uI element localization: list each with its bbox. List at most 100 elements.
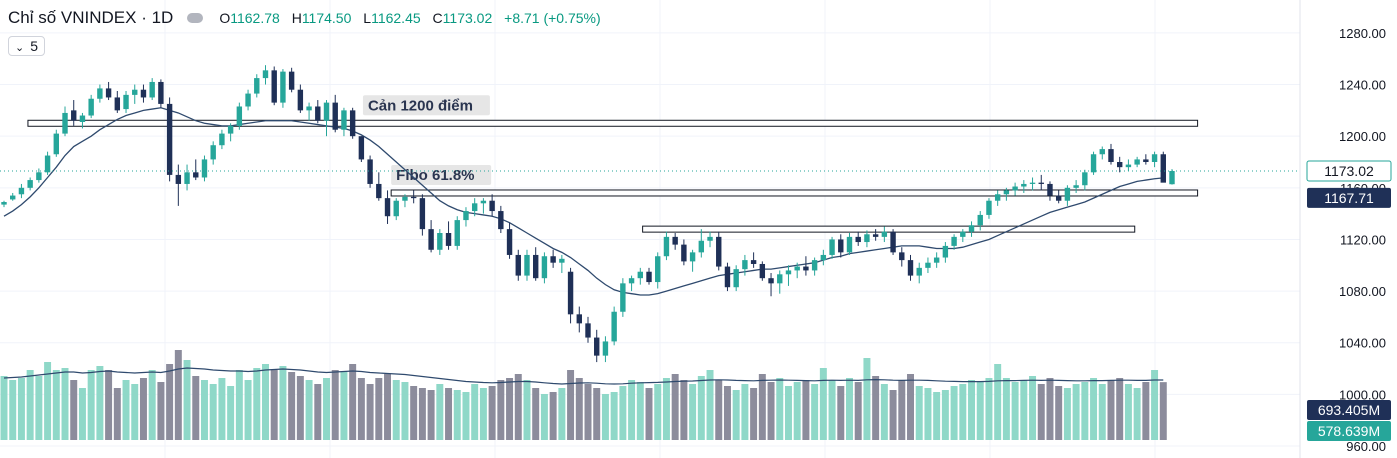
candle-body	[245, 93, 251, 107]
candle-body	[759, 263, 766, 279]
volume-bar	[898, 380, 906, 440]
price-tick-label: 1040.00	[1339, 336, 1386, 351]
candle-body	[463, 211, 469, 221]
candle-body	[1055, 195, 1062, 201]
volume-bar	[305, 380, 313, 440]
annotation-label: Fibo 61.8%	[396, 167, 474, 184]
ohlc-open-value: 1162.78	[230, 10, 280, 26]
volume-bar	[44, 362, 52, 440]
candle-body	[994, 194, 1001, 201]
volume-bar	[105, 370, 113, 440]
candle-body	[123, 94, 129, 110]
last-price-tag-bg	[1306, 160, 1392, 182]
volume-bar	[767, 382, 775, 440]
volume-bar	[968, 380, 976, 440]
price-tick-label: 1200.00	[1339, 129, 1386, 144]
volume-bar	[933, 392, 941, 440]
volume-bar	[1159, 382, 1167, 440]
volume-bar	[288, 372, 296, 440]
candle-body	[750, 260, 757, 264]
indicator-toggle-button[interactable]: ⌄ 5	[8, 36, 46, 56]
volume-bar	[793, 382, 801, 440]
volume-bar	[183, 360, 191, 440]
volume-bar	[1020, 380, 1028, 440]
candle-body	[201, 159, 208, 178]
candle-body	[689, 252, 696, 262]
candle-body	[1116, 162, 1123, 168]
candle-body	[1029, 182, 1036, 184]
candle-body	[193, 172, 199, 178]
ma-value-tag: 1167.71	[1324, 190, 1374, 206]
price-tick-label: 1080.00	[1339, 284, 1386, 299]
market-status-dot	[187, 13, 204, 23]
candle-body	[611, 311, 617, 342]
symbol-title[interactable]: Chỉ số VNINDEX · 1D	[8, 8, 174, 27]
volume-bar	[532, 388, 540, 440]
candle-body	[942, 245, 949, 258]
candle-body	[794, 266, 800, 271]
volume-ma-tag-bg	[1307, 400, 1391, 420]
volume-ma-tag: 693.405M	[1318, 402, 1380, 418]
candle-body	[114, 97, 121, 111]
volume-bar	[1002, 378, 1010, 440]
annotation-label: Cản 1200 điểm	[368, 97, 473, 114]
candle-body	[419, 198, 426, 230]
volume-bar	[854, 382, 862, 440]
candle-body	[907, 260, 914, 276]
volume-bar	[52, 370, 60, 440]
volume-bar	[227, 386, 235, 440]
ma-path	[3, 107, 1164, 296]
candle-body	[149, 81, 155, 98]
annotation-box	[642, 225, 1136, 233]
volume-bar	[26, 370, 34, 440]
candle-body	[376, 183, 382, 199]
volume-bar	[819, 368, 827, 440]
candle-body	[742, 260, 748, 270]
volume-bar	[1142, 382, 1150, 440]
candle-body	[620, 283, 626, 312]
last-price-tag: 1173.02	[1324, 163, 1374, 179]
candle-body	[323, 102, 330, 121]
volume-bar	[636, 382, 644, 440]
volume-bar	[1090, 378, 1098, 440]
candle-body	[768, 278, 774, 284]
candle-body	[175, 174, 182, 184]
candle-body	[306, 106, 312, 111]
volume-bar	[593, 388, 601, 440]
moving-average-line	[3, 107, 1164, 296]
volume-bar	[392, 380, 400, 440]
candle-body	[1, 202, 7, 205]
candle-body	[663, 236, 670, 257]
volume-bar	[619, 386, 627, 440]
candle-body	[968, 225, 975, 232]
candle-body	[498, 211, 504, 230]
volume-bar	[523, 380, 531, 440]
candle-body	[724, 266, 731, 288]
candle-body	[454, 220, 460, 246]
candle-body	[105, 88, 112, 98]
candle-body	[655, 256, 661, 283]
ohlc-close-key: C	[432, 10, 443, 26]
candle-body	[602, 341, 609, 356]
volume-bar	[453, 390, 461, 440]
candle-body	[1143, 159, 1149, 162]
volume-bar	[35, 376, 43, 440]
candle-body	[594, 337, 600, 356]
candle-body	[933, 257, 940, 263]
candle-body	[785, 270, 792, 275]
candle-body	[1003, 190, 1010, 195]
candle-body	[829, 239, 835, 255]
volume-bar	[61, 368, 69, 440]
volume-bar	[87, 370, 95, 440]
candle-body	[297, 89, 304, 111]
candle-body	[471, 203, 478, 212]
volume-bar	[662, 378, 670, 440]
volume-bar	[1037, 384, 1045, 440]
price-tags: 1173.02 1167.71 693.405M 578.639M	[1306, 160, 1392, 441]
volume-bar	[262, 364, 269, 440]
volume-bar	[296, 376, 304, 440]
volume-bar	[253, 368, 261, 440]
price-tick-label: 1280.00	[1339, 26, 1386, 41]
volume-bar	[924, 388, 932, 440]
